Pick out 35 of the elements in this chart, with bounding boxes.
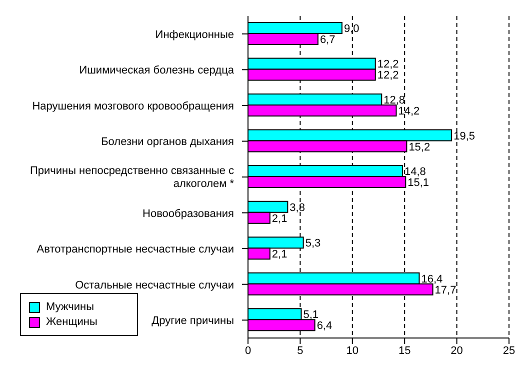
y-tick-label: Остальные несчастные случаи xyxy=(75,279,234,292)
y-tick-label: Причины непосредственно связанные с алкоголем * xyxy=(30,165,235,190)
y-tick-label: Ишимическая болезнь сердца xyxy=(79,64,235,77)
data-label: 6,4 xyxy=(316,320,332,332)
data-label: 14,2 xyxy=(398,105,420,118)
data-label: 17,7 xyxy=(434,284,456,296)
y-tick-label: Нарушения мозгового кровообращения xyxy=(32,100,234,112)
x-tick-label: 0 xyxy=(244,344,252,357)
data-label: 6,7 xyxy=(320,34,336,46)
data-label: 2,1 xyxy=(272,212,288,225)
y-tick-label: Инфекционные xyxy=(155,28,234,41)
x-tick-label: 10 xyxy=(346,344,359,357)
legend-label: Женщины xyxy=(46,316,98,328)
data-label: 9,0 xyxy=(344,22,360,35)
x-tick-label: 5 xyxy=(297,344,304,357)
y-tick-label: Другие причины xyxy=(152,315,234,328)
data-label: 16,4 xyxy=(421,273,443,286)
data-label: 14,8 xyxy=(404,166,426,178)
data-label: 5,1 xyxy=(303,309,319,322)
data-label: 2,1 xyxy=(272,248,288,261)
legend-label: Мужчины xyxy=(46,301,94,313)
data-label: 19,5 xyxy=(454,130,475,142)
data-label: 5,3 xyxy=(305,238,321,250)
x-tick-label: 15 xyxy=(398,344,411,357)
data-label: 3,8 xyxy=(290,202,305,214)
data-label: 15,2 xyxy=(408,141,430,154)
x-tick-label: 20 xyxy=(450,344,463,357)
data-label: 12,8 xyxy=(384,94,406,106)
y-tick-label: Автотранспортные несчастные случаи xyxy=(36,244,234,256)
y-tick-label: Новообразования xyxy=(142,208,234,220)
data-label: 12,2 xyxy=(377,58,399,71)
data-label: 12,2 xyxy=(377,70,399,82)
data-label: 15,1 xyxy=(408,177,430,190)
y-tick-label: Болезни органов дыхания xyxy=(101,136,234,148)
x-tick-label: 25 xyxy=(502,344,516,357)
